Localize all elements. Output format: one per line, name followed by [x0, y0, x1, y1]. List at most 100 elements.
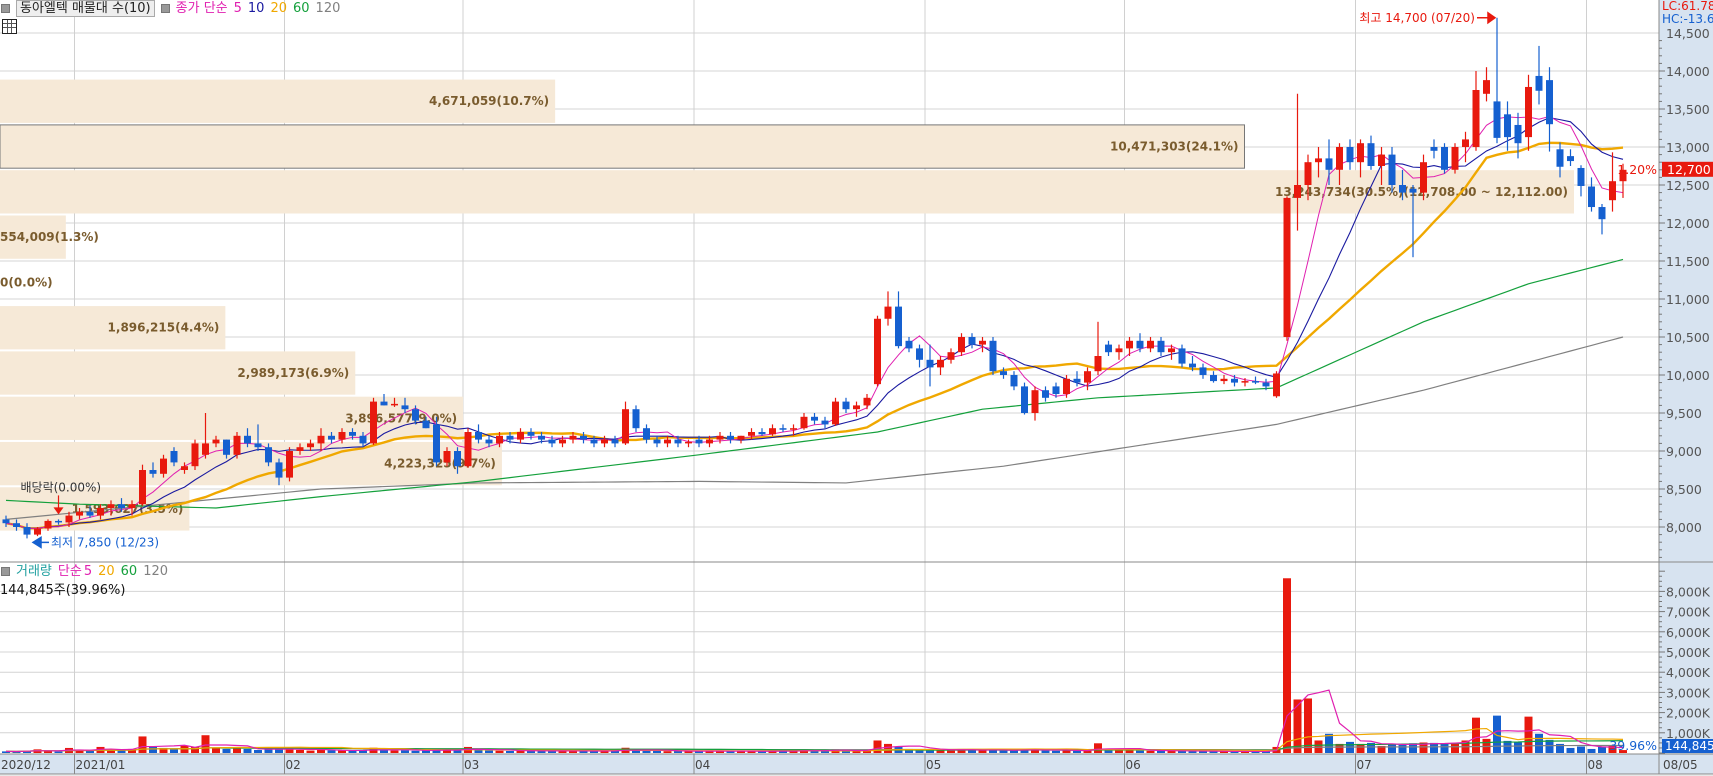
volume-bar[interactable] [569, 750, 577, 753]
candle[interactable] [328, 432, 335, 444]
volume-bar[interactable] [285, 747, 294, 753]
volume-bar[interactable] [1010, 750, 1018, 753]
candle[interactable] [716, 432, 724, 444]
candle[interactable] [202, 413, 209, 459]
candle[interactable] [1525, 74, 1532, 151]
volume-bar[interactable] [75, 749, 84, 753]
candle[interactable] [307, 439, 314, 451]
candle[interactable] [1304, 154, 1312, 201]
candle[interactable] [1042, 386, 1049, 402]
volume-bar[interactable] [411, 750, 420, 753]
candle[interactable] [989, 337, 997, 375]
volume-bar[interactable] [611, 750, 619, 753]
candle[interactable] [1577, 165, 1585, 197]
candle[interactable] [1273, 371, 1280, 398]
candle[interactable] [1346, 139, 1354, 170]
volume-bar[interactable] [474, 749, 483, 753]
volume-bar[interactable] [999, 750, 1008, 753]
volume-bar[interactable] [705, 750, 714, 753]
candle[interactable] [454, 447, 461, 474]
candle[interactable] [1168, 344, 1175, 360]
volume-bar[interactable] [1409, 743, 1417, 753]
volume-bar[interactable] [222, 748, 231, 753]
candle[interactable] [359, 432, 367, 448]
volume-bar[interactable] [401, 750, 409, 753]
volume-bar[interactable] [863, 750, 871, 753]
candle[interactable] [2, 515, 10, 527]
candle[interactable] [1504, 101, 1511, 151]
candle[interactable] [1147, 337, 1154, 353]
candle[interactable] [664, 435, 671, 448]
volume-bar[interactable] [1524, 716, 1533, 753]
candle[interactable] [23, 523, 31, 539]
volume-bar[interactable] [327, 750, 336, 753]
candle[interactable] [1210, 371, 1217, 383]
candle[interactable] [1325, 139, 1333, 185]
volume-bar[interactable] [810, 750, 819, 753]
candle[interactable] [1010, 371, 1018, 391]
volume-bar[interactable] [1073, 750, 1081, 753]
candle[interactable] [832, 397, 839, 426]
volume-bar[interactable] [1472, 717, 1480, 753]
candle[interactable] [212, 435, 220, 448]
candle[interactable] [737, 435, 745, 444]
volume-bar[interactable] [957, 748, 966, 753]
volume-bar[interactable] [1451, 742, 1459, 753]
volume-bar[interactable] [1556, 743, 1564, 753]
candle[interactable] [97, 504, 104, 520]
volume-bar[interactable] [138, 736, 147, 753]
candle[interactable] [611, 435, 619, 448]
volume-bar[interactable] [1566, 747, 1575, 753]
candle[interactable] [443, 447, 451, 467]
candle[interactable] [1357, 139, 1364, 178]
volume-bar[interactable] [264, 749, 273, 753]
volume-bar[interactable] [128, 748, 136, 753]
candle[interactable] [1483, 67, 1490, 102]
volume-bar[interactable] [642, 750, 651, 753]
volume-bar[interactable] [1104, 748, 1113, 753]
candle[interactable] [485, 435, 493, 448]
volume-bar[interactable] [1283, 578, 1291, 753]
candle[interactable] [422, 416, 430, 429]
candle[interactable] [149, 462, 157, 478]
volume-bar[interactable] [254, 749, 262, 753]
volume-bar[interactable] [243, 748, 252, 753]
candle[interactable] [842, 397, 850, 413]
candle[interactable] [1588, 177, 1595, 212]
candle[interactable] [107, 500, 115, 516]
volume-bar[interactable] [1199, 751, 1207, 753]
candle[interactable] [569, 432, 577, 444]
volume-bar[interactable] [653, 750, 661, 753]
candle[interactable] [674, 435, 682, 448]
candle[interactable] [265, 443, 272, 467]
candle[interactable] [1231, 375, 1238, 387]
volume-bar[interactable] [1388, 744, 1396, 753]
volume-bar[interactable] [789, 751, 798, 753]
candle[interactable] [1388, 147, 1396, 193]
volume-bar[interactable] [1230, 751, 1239, 754]
volume-bar[interactable] [149, 746, 157, 753]
volume-bar[interactable] [1052, 750, 1060, 753]
volume-bar[interactable] [212, 747, 220, 753]
candle[interactable] [590, 435, 598, 448]
candle[interactable] [895, 291, 902, 349]
volume-bar[interactable] [159, 747, 168, 753]
candle[interactable] [86, 505, 94, 518]
volume-bar[interactable] [1241, 751, 1249, 753]
volume-bar[interactable] [842, 750, 850, 753]
volume-bar[interactable] [1608, 745, 1617, 753]
volume-bar[interactable] [1094, 743, 1102, 753]
candle[interactable] [244, 428, 251, 448]
candle[interactable] [391, 397, 398, 407]
volume-bar[interactable] [1587, 748, 1596, 753]
candle[interactable] [1409, 185, 1417, 258]
volume-bar[interactable] [600, 750, 609, 753]
volume-bar[interactable] [936, 749, 945, 753]
volume-bar[interactable] [1493, 715, 1501, 753]
candle[interactable] [643, 424, 650, 444]
candle[interactable] [1399, 169, 1406, 201]
volume-bar[interactable] [1062, 750, 1071, 753]
volume-bar[interactable] [1293, 699, 1302, 753]
volume-bar[interactable] [1167, 750, 1176, 753]
candle[interactable] [1556, 142, 1564, 178]
